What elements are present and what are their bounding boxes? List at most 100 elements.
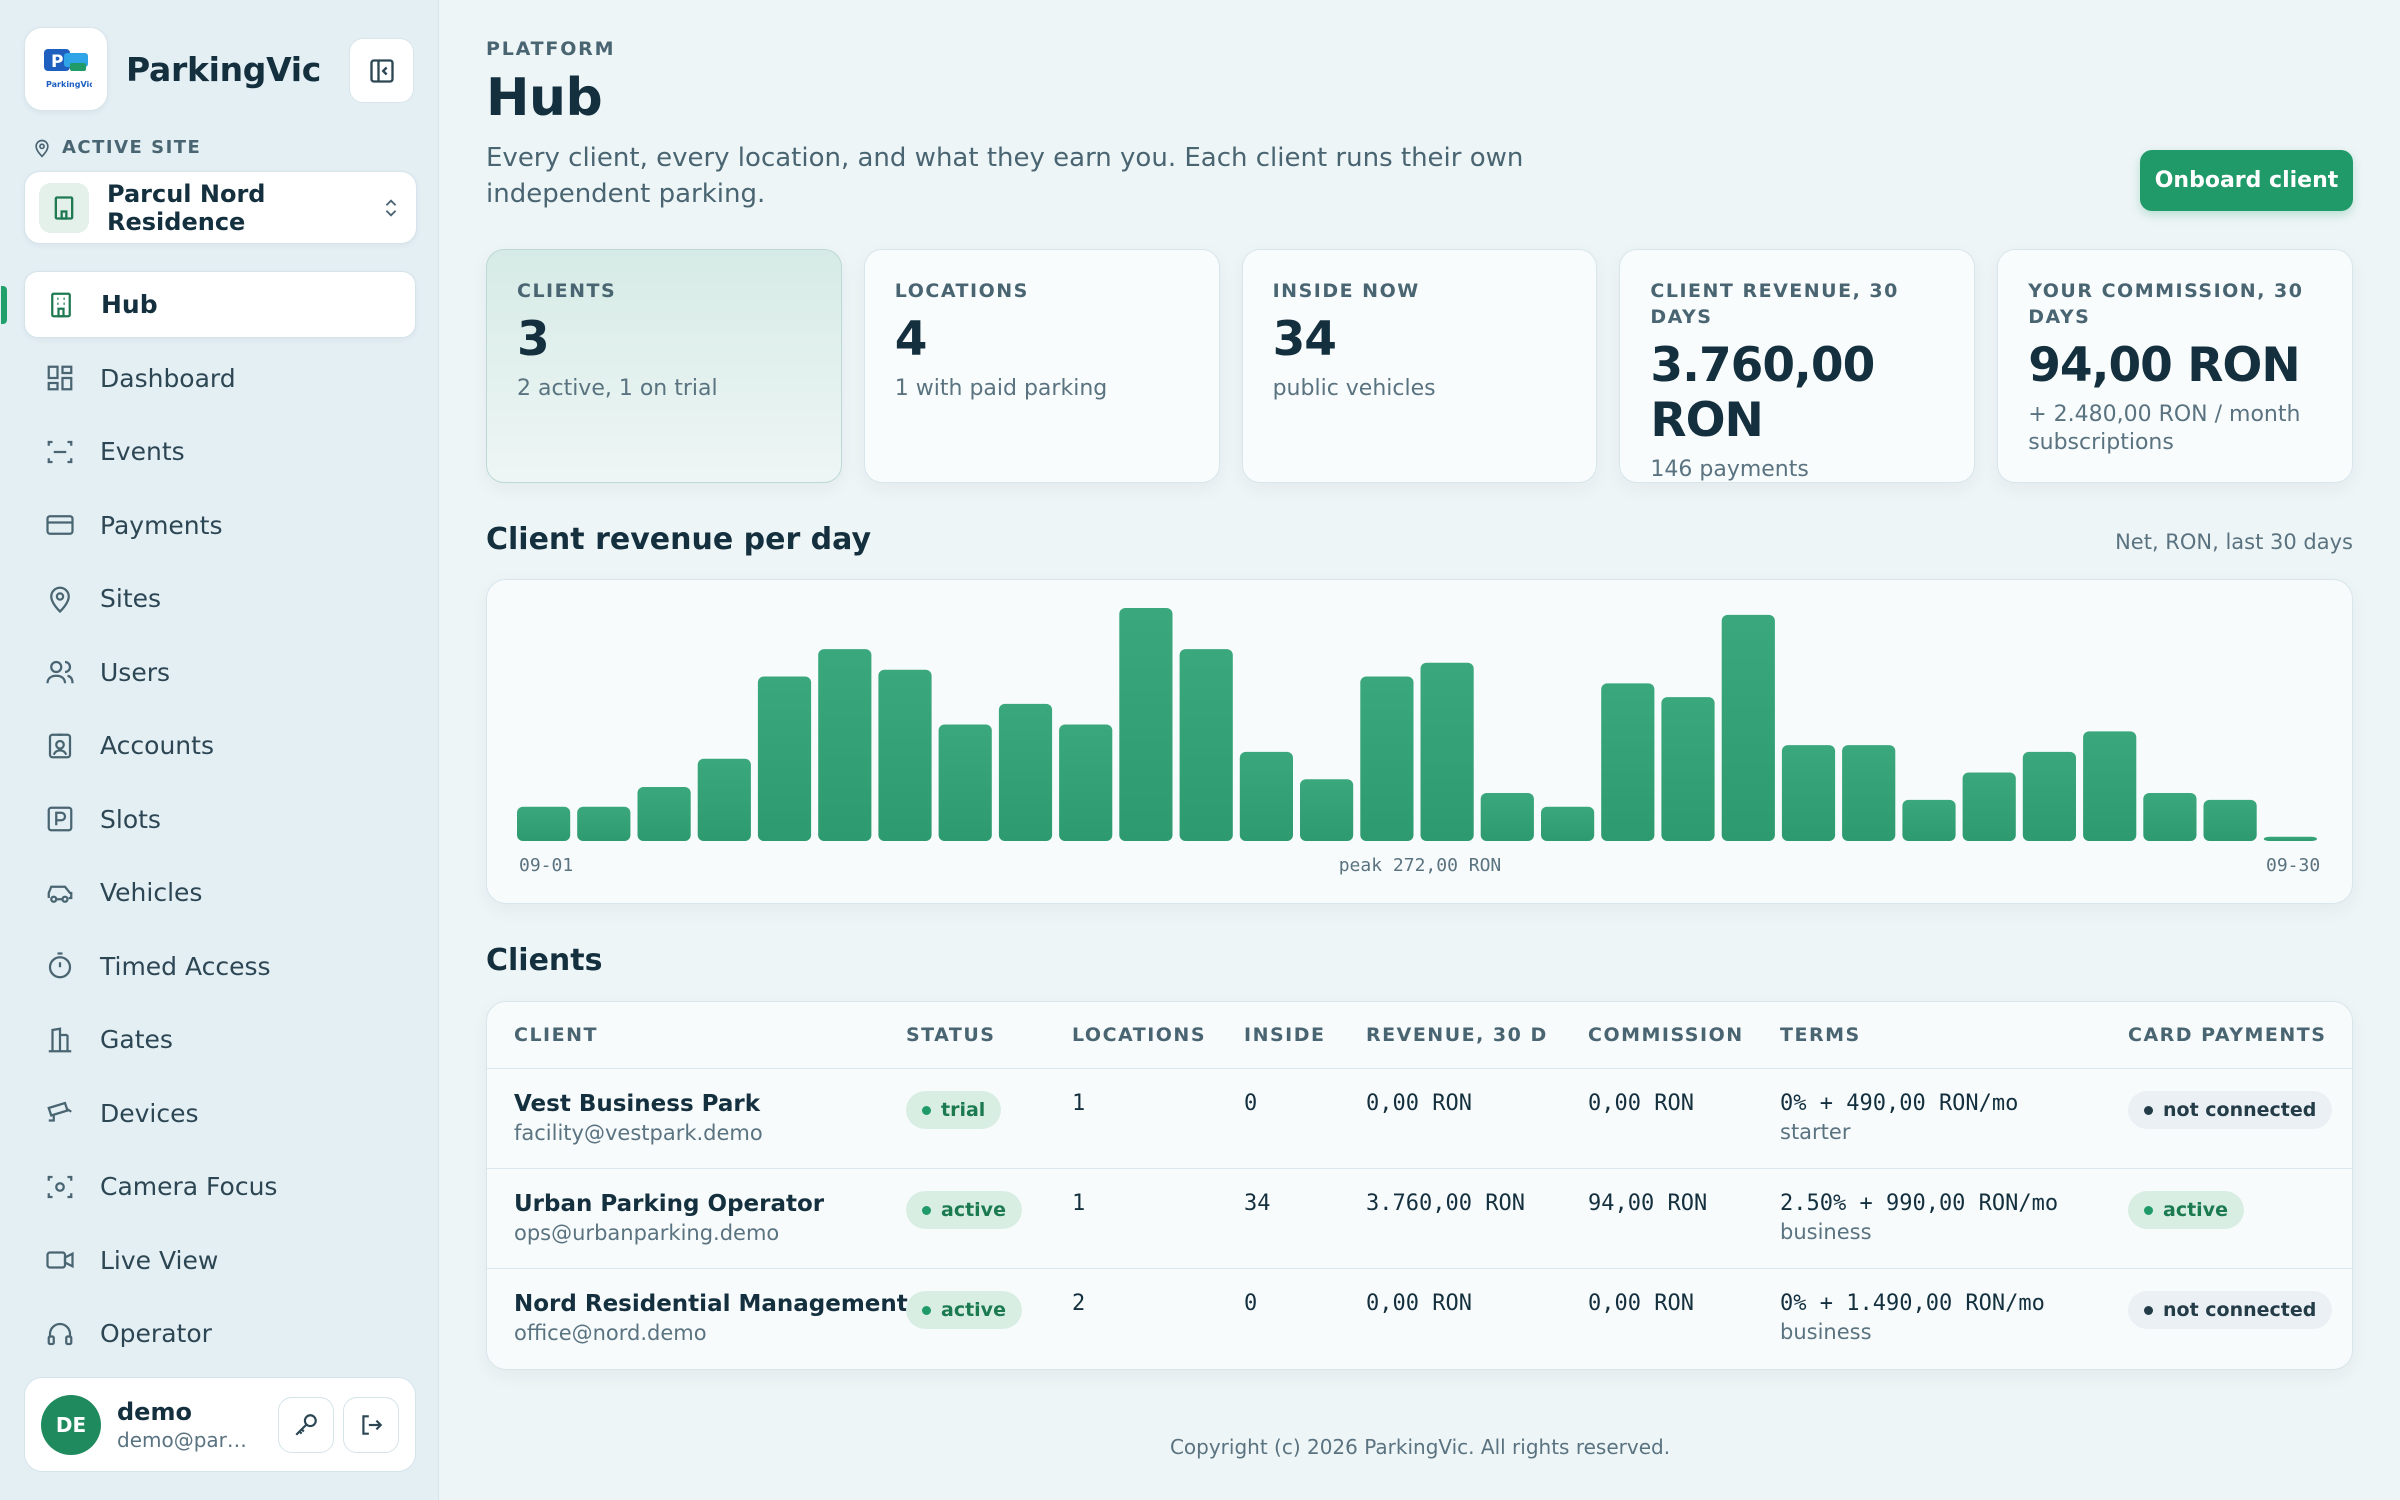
- revenue-bar[interactable]: [998, 703, 1053, 841]
- sidebar-item-users[interactable]: Users: [24, 639, 416, 706]
- column-header-status[interactable]: STATUS: [906, 1024, 996, 1046]
- site-selector[interactable]: Parcul Nord Residence: [24, 171, 417, 244]
- revenue-bar[interactable]: [2143, 793, 2197, 841]
- client-cell: Vest Business Park facility@vestpark.dem…: [514, 1091, 763, 1145]
- sidebar-item-devices[interactable]: Devices: [24, 1080, 416, 1147]
- stat-sub: 2 active, 1 on trial: [517, 376, 718, 401]
- plan-name: starter: [1780, 1120, 1851, 1144]
- revenue-bar[interactable]: [1902, 799, 1956, 841]
- status-badge: active: [906, 1191, 1022, 1229]
- clients-title: Clients: [486, 943, 603, 978]
- sidebar-item-accounts[interactable]: Accounts: [24, 712, 416, 779]
- revenue-bar[interactable]: [697, 758, 751, 841]
- revenue-bar[interactable]: [878, 669, 932, 841]
- active-site-label: ACTIVE SITE: [32, 137, 201, 158]
- column-header-inside[interactable]: INSIDE: [1244, 1024, 1326, 1046]
- revenue-bar[interactable]: [1059, 724, 1113, 842]
- car-icon: [44, 877, 76, 909]
- revenue-bar[interactable]: [1300, 779, 1354, 841]
- table-row[interactable]: Urban Parking Operator ops@urbanparking.…: [487, 1169, 2352, 1269]
- stat-card-commission[interactable]: YOUR COMMISSION, 30 DAYS 94,00 RON + 2.4…: [1997, 249, 2353, 483]
- revenue-bar[interactable]: [1781, 745, 1836, 841]
- status-badge: trial: [906, 1091, 1002, 1129]
- sidebar-item-slots[interactable]: Slots: [24, 786, 416, 853]
- client-cell: Nord Residential Management office@nord.…: [514, 1291, 908, 1345]
- stat-card-clients[interactable]: CLIENTS 3 2 active, 1 on trial: [486, 249, 842, 483]
- revenue-bar[interactable]: [1601, 683, 1655, 841]
- client-name[interactable]: Urban Parking Operator: [514, 1191, 825, 1217]
- sidebar-item-timed-access[interactable]: Timed Access: [24, 933, 416, 1000]
- revenue-bar[interactable]: [577, 806, 631, 841]
- revenue-bar[interactable]: [1541, 806, 1595, 841]
- logout-icon: [362, 1414, 383, 1435]
- card-payments-badge: active: [2128, 1191, 2244, 1229]
- terms-value: 0% + 1.490,00 RON/mo: [1780, 1291, 2045, 1316]
- column-header-locations[interactable]: LOCATIONS: [1072, 1024, 1207, 1046]
- client-cell: Urban Parking Operator ops@urbanparking.…: [514, 1191, 824, 1245]
- sidebar-item-dashboard[interactable]: Dashboard: [24, 345, 416, 412]
- revenue-bar[interactable]: [1962, 772, 2016, 842]
- revenue-bar[interactable]: [1721, 614, 1775, 841]
- table-row[interactable]: Vest Business Park facility@vestpark.dem…: [487, 1069, 2352, 1169]
- stat-card-client-revenue[interactable]: CLIENT REVENUE, 30 DAYS 3.760,00 RON 146…: [1619, 249, 1976, 483]
- revenue-bar[interactable]: [2083, 731, 2137, 841]
- revenue-bar[interactable]: [1420, 662, 1474, 841]
- revenue-bar[interactable]: [1842, 745, 1896, 841]
- column-header-revenue[interactable]: REVENUE, 30 D: [1366, 1024, 1548, 1046]
- client-name[interactable]: Vest Business Park: [514, 1091, 761, 1117]
- revenue-bar[interactable]: [1360, 676, 1414, 842]
- stat-card-locations[interactable]: LOCATIONS 4 1 with paid parking: [863, 249, 1220, 483]
- revenue-bar[interactable]: [1239, 751, 1293, 841]
- table-row[interactable]: Nord Residential Management office@nord.…: [487, 1269, 2352, 1369]
- sidebar-item-gates[interactable]: Gates: [24, 1006, 416, 1073]
- revenue-bar[interactable]: [938, 724, 992, 842]
- page-eyebrow: PLATFORM: [486, 38, 616, 60]
- onboard-client-button[interactable]: Onboard client: [2140, 150, 2353, 211]
- revenue-bar[interactable]: [1179, 649, 1233, 841]
- user-info: demo demo@parkingvic.demo: [117, 1398, 269, 1452]
- sidebar-item-operator[interactable]: Operator: [24, 1300, 416, 1367]
- column-header-terms[interactable]: TERMS: [1780, 1024, 1861, 1046]
- page-title: Hub: [486, 68, 603, 128]
- revenue-bar[interactable]: [1480, 793, 1534, 841]
- client-name[interactable]: Nord Residential Management: [514, 1291, 908, 1317]
- sidebar-item-events[interactable]: Events: [24, 418, 416, 485]
- revenue-bar[interactable]: [637, 787, 691, 841]
- site-name: Parcul Nord Residence: [107, 179, 266, 236]
- column-header-client[interactable]: CLIENT: [514, 1024, 598, 1046]
- page-subtitle: Every client, every location, and what t…: [486, 143, 1524, 209]
- column-header-commission[interactable]: COMMISSION: [1588, 1024, 1744, 1046]
- users-icon: [44, 656, 76, 688]
- svg-text:ParkingVic: ParkingVic: [46, 80, 92, 89]
- sidebar-item-live-view[interactable]: Live View: [24, 1227, 416, 1294]
- revenue-bar[interactable]: [757, 676, 812, 842]
- chart-title: Client revenue per day: [486, 522, 872, 557]
- logout-button[interactable]: [343, 1396, 399, 1453]
- parking-logo-icon: P ParkingVic: [44, 49, 92, 89]
- revenue-bar[interactable]: [517, 806, 571, 841]
- sidebar-item-camera-focus[interactable]: Camera Focus: [24, 1153, 416, 1220]
- revenue-bar[interactable]: [2263, 836, 2317, 841]
- scan-icon: [44, 436, 76, 468]
- revenue-bar[interactable]: [1119, 608, 1173, 841]
- avatar[interactable]: DE: [41, 1394, 101, 1455]
- stat-card-inside-now[interactable]: INSIDE NOW 34 public vehicles: [1241, 249, 1598, 483]
- revenue-bar[interactable]: [1661, 697, 1715, 841]
- status-dot: [2144, 1205, 2153, 1215]
- sidebar-item-hub[interactable]: Hub: [1, 271, 416, 338]
- brand[interactable]: P ParkingVic ParkingVic: [24, 27, 321, 111]
- sidebar-item-sites[interactable]: Sites: [24, 565, 416, 632]
- svg-text:P: P: [51, 52, 63, 72]
- revenue-bar[interactable]: [2022, 751, 2076, 841]
- sidebar-item-payments[interactable]: Payments: [24, 492, 416, 559]
- commission-cell: 94,00 RON: [1588, 1191, 1708, 1216]
- change-password-button[interactable]: [278, 1396, 334, 1453]
- revenue-cell: 3.760,00 RON: [1366, 1191, 1525, 1216]
- inside-cell: 0: [1244, 1091, 1258, 1116]
- brand-logo: P ParkingVic: [24, 27, 108, 111]
- revenue-bar[interactable]: [818, 649, 872, 841]
- revenue-bar[interactable]: [2203, 799, 2257, 841]
- collapse-sidebar-button[interactable]: [349, 38, 414, 103]
- sidebar-item-vehicles[interactable]: Vehicles: [24, 859, 416, 926]
- column-header-card-payments[interactable]: CARD PAYMENTS: [2128, 1024, 2327, 1046]
